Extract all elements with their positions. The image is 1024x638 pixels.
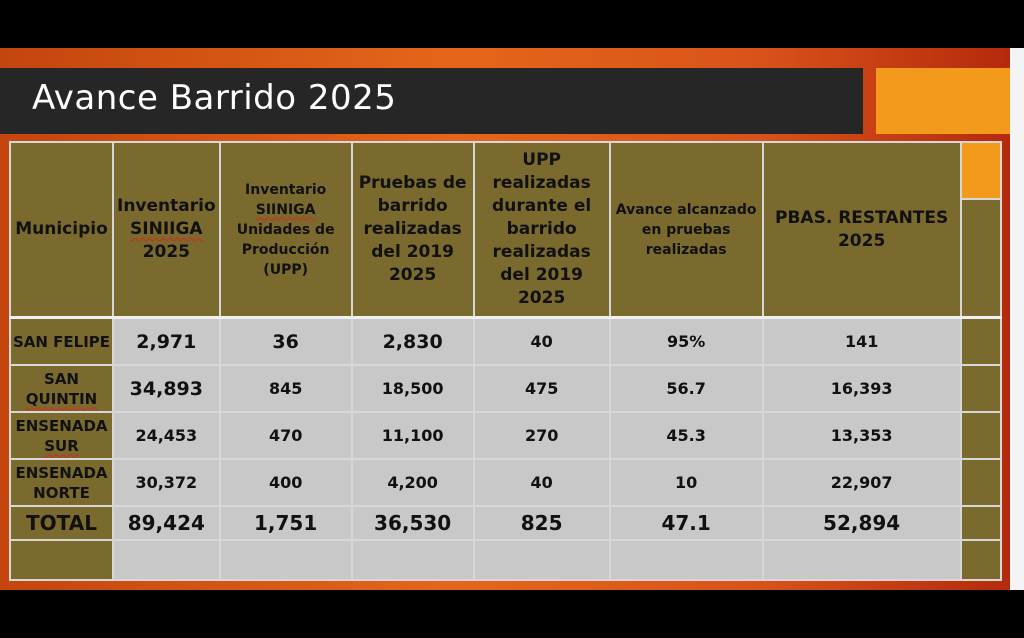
header-municipio: Municipio bbox=[9, 141, 114, 319]
municipio-label: SUR bbox=[44, 436, 79, 455]
inventario-cell: 24,453 bbox=[112, 411, 221, 460]
header-side-cell bbox=[959, 141, 1002, 319]
upp-cell: 36 bbox=[218, 316, 353, 366]
table-row: ENSENADA NORTE 30,372 400 4,200 40 10 22,… bbox=[9, 458, 1002, 507]
municipio-cell: ENSENADA NORTE bbox=[9, 458, 114, 507]
side-cell bbox=[959, 411, 1002, 460]
restantes-cell: 16,393 bbox=[761, 364, 962, 413]
header-upp-realizadas: UPP realizadas durante el barrido realiz… bbox=[472, 141, 611, 319]
header-inventario-upp: Inventario SIINIGA Unidades de Producció… bbox=[218, 141, 353, 319]
header-avance: Avance alcanzado en pruebas realizadas bbox=[608, 141, 764, 319]
table-row: ENSENADA SUR 24,453 470 11,100 270 45.3 1… bbox=[9, 411, 1002, 460]
header-label: SINIIGA bbox=[130, 219, 203, 239]
inventario-cell: 2,971 bbox=[112, 316, 221, 366]
header-inventario-siniiga: Inventario SINIIGA 2025 bbox=[112, 141, 221, 319]
header-pruebas: Pruebas de barrido realizadas del 2019 2… bbox=[350, 141, 475, 319]
total-label: TOTAL bbox=[9, 505, 114, 541]
municipio-cell: SAN QUINTIN bbox=[9, 364, 114, 413]
upp-realizadas-cell: 270 bbox=[472, 411, 611, 460]
total-upp: 1,751 bbox=[218, 505, 353, 541]
pruebas-cell: 4,200 bbox=[350, 458, 475, 507]
municipio-label: QUINTIN bbox=[25, 389, 98, 408]
total-pruebas: 36,530 bbox=[350, 505, 475, 541]
corner-accent bbox=[961, 143, 1000, 200]
upp-cell: 400 bbox=[218, 458, 353, 507]
avance-cell: 45.3 bbox=[608, 411, 764, 460]
header-label: Unidades de Producción (UPP) bbox=[236, 221, 335, 278]
header-label: Inventario bbox=[245, 181, 327, 198]
header-label: Inventario bbox=[117, 196, 216, 216]
avance-cell: 56.7 bbox=[608, 364, 764, 413]
side-cell bbox=[959, 316, 1002, 366]
pruebas-cell: 11,100 bbox=[350, 411, 475, 460]
municipio-label: ENSENADA bbox=[15, 463, 108, 482]
upp-cell: 845 bbox=[218, 364, 353, 413]
empty-cell bbox=[9, 539, 114, 581]
empty-row bbox=[9, 539, 1002, 581]
upp-realizadas-cell: 40 bbox=[472, 316, 611, 366]
inventario-cell: 34,893 bbox=[112, 364, 221, 413]
municipio-cell: SAN FELIPE bbox=[9, 316, 114, 366]
side-cell bbox=[959, 364, 1002, 413]
side-cell bbox=[959, 505, 1002, 541]
total-upp-realizadas: 825 bbox=[472, 505, 611, 541]
header-row: Municipio Inventario SINIIGA 2025 Invent… bbox=[9, 141, 1002, 319]
slide-title: Avance Barrido 2025 bbox=[32, 78, 397, 118]
avance-cell: 10 bbox=[608, 458, 764, 507]
empty-cell bbox=[472, 539, 611, 581]
municipio-label: SAN bbox=[44, 369, 79, 388]
accent-box bbox=[876, 68, 1010, 134]
total-avance: 47.1 bbox=[608, 505, 764, 541]
header-restantes: PBAS. RESTANTES 2025 bbox=[761, 141, 962, 319]
header-label: 2025 bbox=[142, 242, 190, 262]
restantes-cell: 141 bbox=[761, 316, 962, 366]
empty-cell bbox=[350, 539, 475, 581]
restantes-cell: 13,353 bbox=[761, 411, 962, 460]
upp-realizadas-cell: 40 bbox=[472, 458, 611, 507]
avance-cell: 95% bbox=[608, 316, 764, 366]
municipio-cell: ENSENADA SUR bbox=[9, 411, 114, 460]
empty-cell bbox=[218, 539, 353, 581]
table-row: SAN QUINTIN 34,893 845 18,500 475 56.7 16… bbox=[9, 364, 1002, 413]
pruebas-cell: 18,500 bbox=[350, 364, 475, 413]
right-edge-strip bbox=[1010, 48, 1024, 590]
municipio-label: SAN FELIPE bbox=[12, 332, 111, 351]
municipio-label: NORTE bbox=[33, 483, 90, 502]
empty-cell bbox=[761, 539, 962, 581]
slide: Avance Barrido 2025 Municipio Inventario… bbox=[0, 48, 1010, 590]
upp-realizadas-cell: 475 bbox=[472, 364, 611, 413]
side-cell bbox=[959, 539, 1002, 581]
restantes-cell: 22,907 bbox=[761, 458, 962, 507]
empty-cell bbox=[608, 539, 764, 581]
empty-cell bbox=[112, 539, 221, 581]
header-label: SIINIGA bbox=[255, 201, 316, 218]
municipio-label: ENSENADA bbox=[15, 416, 108, 435]
inventario-cell: 30,372 bbox=[112, 458, 221, 507]
pruebas-cell: 2,830 bbox=[350, 316, 475, 366]
data-table: Municipio Inventario SINIIGA 2025 Invent… bbox=[9, 141, 1002, 581]
side-cell bbox=[959, 458, 1002, 507]
total-inventario: 89,424 bbox=[112, 505, 221, 541]
total-restantes: 52,894 bbox=[761, 505, 962, 541]
total-row: TOTAL 89,424 1,751 36,530 825 47.1 52,89… bbox=[9, 505, 1002, 541]
upp-cell: 470 bbox=[218, 411, 353, 460]
table-row: SAN FELIPE 2,971 36 2,830 40 95% 141 bbox=[9, 316, 1002, 366]
title-bar bbox=[0, 68, 863, 134]
